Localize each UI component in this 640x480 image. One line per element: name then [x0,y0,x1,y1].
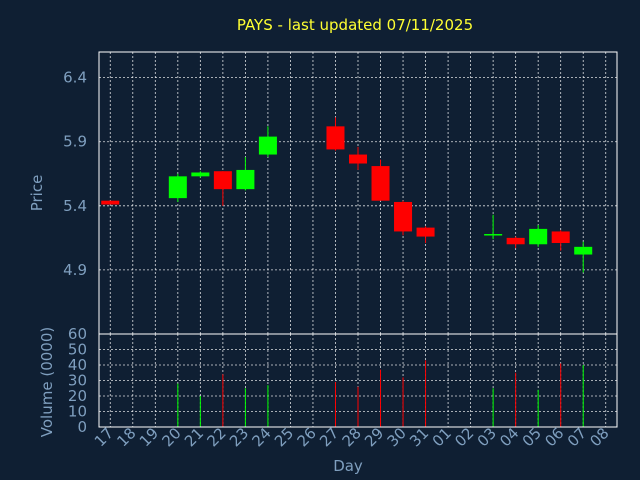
candle-body [574,246,593,255]
candle-body [506,237,525,245]
x-axis-ticks: 1718192021222324252627282930310102030405… [91,424,613,450]
chart-title: PAYS - last updated 07/11/2025 [237,16,473,34]
candle-body [348,154,368,164]
candle-29 [371,159,390,201]
candle-30 [394,200,413,236]
candle-22 [213,171,232,206]
volume-tick-label: 30 [68,372,87,390]
candle-body [326,126,345,150]
candle-23 [236,157,255,191]
price-tick-label: 6.4 [63,69,87,87]
volume-axis-label: Volume (0000) [38,327,56,437]
candles [101,117,593,273]
candle-05 [529,225,548,247]
candle-21 [191,171,210,178]
volume-tick-label: 0 [77,418,87,436]
candle-27 [326,117,345,151]
candle-04 [506,236,525,249]
price-axis-label: Price [28,175,46,212]
candle-body [191,172,210,177]
candle-body [394,201,413,232]
candle-17 [101,200,120,205]
volume-tick-label: 10 [68,403,87,421]
candle-31 [416,226,435,243]
price-tick-label: 5.9 [63,133,87,151]
candle-24 [258,126,277,158]
candle-06 [551,230,570,251]
candle-body [484,234,503,236]
candle-body [101,200,120,205]
candle-body [168,176,187,199]
price-axis-ticks: 4.9 5.4 5.9 6.4 [63,69,87,279]
volume-tick-label: 60 [68,325,87,343]
candle-28 [348,146,368,170]
candle-20 [168,173,187,202]
candle-07 [574,241,593,273]
candle-03 [484,214,503,240]
x-axis-label: Day [333,457,363,475]
volume-panel-frame [98,333,618,428]
candle-body [371,166,390,201]
candle-body [236,169,255,190]
candle-body [258,136,277,155]
candle-body [551,231,570,243]
price-tick-label: 5.4 [63,197,87,215]
volume-bars [177,360,584,427]
volume-tick-label: 40 [68,356,87,374]
candle-body [213,171,232,190]
price-tick-label: 4.9 [63,261,87,279]
candle-body [416,227,435,237]
candle-body [529,228,548,245]
volume-tick-label: 20 [68,387,87,405]
x-tick-label: 08 [586,424,612,450]
volume-tick-label: 50 [68,341,87,359]
